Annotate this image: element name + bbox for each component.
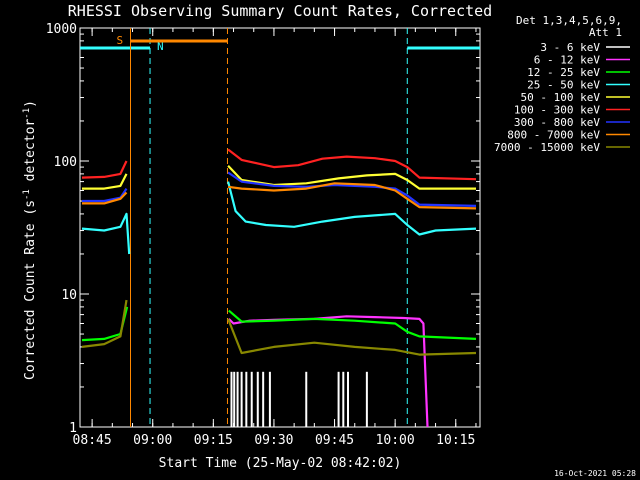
series-line xyxy=(82,187,128,203)
legend-entry-label: 7000 - 15000 keV xyxy=(494,141,600,154)
y-tick-label: 10 xyxy=(61,288,77,303)
x-tick-label: 09:15 xyxy=(194,433,233,448)
series-line xyxy=(227,171,477,207)
legend-entry-label: 100 - 300 keV xyxy=(514,104,600,117)
y-axis-label-mid: detector xyxy=(23,119,38,190)
legend-entry-label: 6 - 12 keV xyxy=(534,54,601,67)
y-axis-label-exp2: -1 xyxy=(22,108,32,119)
x-tick-label: 09:45 xyxy=(315,433,354,448)
y-tick-label: 1000 xyxy=(46,22,77,37)
series-line xyxy=(81,212,131,255)
y-tick-label: 100 xyxy=(54,155,77,170)
chart-title: RHESSI Observing Summary Count Rates, Co… xyxy=(68,2,492,20)
legend-entry-label: 12 - 25 keV xyxy=(527,66,600,79)
series-line xyxy=(227,148,477,181)
series-line xyxy=(227,182,477,210)
x-tick-label: 09:30 xyxy=(254,433,293,448)
data-series: NS xyxy=(80,28,480,428)
night-label: N xyxy=(157,40,164,53)
series-line xyxy=(227,181,477,236)
y-axis-label: Corrected Count Rate (s-1 detector-1) xyxy=(22,100,38,380)
y-axis-label-exp1: -1 xyxy=(22,189,32,200)
x-axis-label: Start Time (25-May-02 08:42:02) xyxy=(159,456,402,471)
plot-frame xyxy=(79,27,481,428)
series-line xyxy=(81,299,128,348)
legend-header: Att 1 xyxy=(589,26,622,39)
series-line xyxy=(227,318,477,356)
series-line xyxy=(228,309,477,340)
legend-entry-label: 25 - 50 keV xyxy=(527,79,600,92)
y-axis-label-base: Corrected Count Rate (s xyxy=(23,200,38,380)
series-line xyxy=(81,160,128,179)
x-tick-label: 10:15 xyxy=(436,433,475,448)
series-line xyxy=(82,173,128,190)
series-line xyxy=(82,191,128,205)
saa-label: S xyxy=(117,34,124,47)
legend-entry-label: 3 - 6 keV xyxy=(540,41,600,54)
x-tick-label: 09:00 xyxy=(133,433,172,448)
series-line xyxy=(227,165,476,190)
legend-entry-label: 800 - 7000 keV xyxy=(507,129,600,142)
legend-header: Det 1,3,4,5,6,9, xyxy=(516,14,622,27)
generated-timestamp: 16-Oct-2021 05:28 xyxy=(554,469,636,478)
plot-axes: 08:45 09:00 09:15 09:30 09:45 10:00 10:15 1 10 10… xyxy=(46,22,481,448)
y-tick-label: 1 xyxy=(69,421,77,436)
legend-entry-label: 300 - 800 keV xyxy=(514,116,600,129)
x-tick-label: 08:45 xyxy=(73,433,112,448)
x-tick-label: 10:00 xyxy=(376,433,415,448)
y-axis-label-end: ) xyxy=(23,100,38,108)
legend-entry-label: 50 - 100 keV xyxy=(521,91,601,104)
